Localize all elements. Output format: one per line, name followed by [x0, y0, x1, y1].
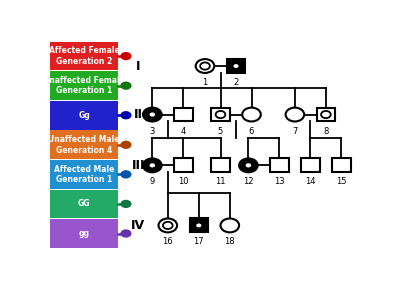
Text: 14: 14	[305, 177, 316, 186]
FancyBboxPatch shape	[270, 158, 289, 172]
Text: Gg: Gg	[78, 111, 90, 120]
Text: II: II	[134, 108, 143, 121]
Circle shape	[242, 108, 261, 122]
Text: 13: 13	[274, 177, 285, 186]
Circle shape	[120, 170, 132, 178]
Text: 17: 17	[194, 237, 204, 246]
Text: 9: 9	[150, 177, 155, 186]
FancyBboxPatch shape	[211, 158, 230, 172]
Text: 15: 15	[336, 177, 347, 186]
Circle shape	[246, 163, 251, 167]
FancyBboxPatch shape	[227, 59, 245, 73]
Circle shape	[216, 111, 225, 118]
FancyBboxPatch shape	[317, 108, 335, 122]
Circle shape	[150, 163, 155, 167]
Text: 1: 1	[202, 78, 208, 87]
Text: IV: IV	[131, 219, 146, 232]
Circle shape	[143, 108, 162, 122]
Text: GG: GG	[78, 200, 90, 208]
Circle shape	[120, 141, 132, 149]
Text: Affected Male
Generation 1: Affected Male Generation 1	[54, 165, 114, 184]
Circle shape	[163, 222, 173, 229]
Text: 12: 12	[243, 177, 254, 186]
FancyBboxPatch shape	[50, 190, 118, 218]
FancyBboxPatch shape	[50, 71, 118, 100]
Text: 18: 18	[224, 237, 235, 246]
Text: 16: 16	[162, 237, 173, 246]
FancyBboxPatch shape	[50, 42, 118, 70]
Text: I: I	[136, 59, 141, 73]
FancyBboxPatch shape	[50, 130, 118, 159]
Circle shape	[120, 111, 132, 119]
Text: 10: 10	[178, 177, 188, 186]
Text: 4: 4	[181, 127, 186, 136]
FancyBboxPatch shape	[211, 108, 230, 122]
Text: Unaffected Female
Generation 1: Unaffected Female Generation 1	[43, 76, 125, 95]
Circle shape	[158, 218, 177, 233]
Text: 3: 3	[150, 127, 155, 136]
Text: 2: 2	[233, 78, 239, 87]
Text: 7: 7	[292, 127, 298, 136]
FancyBboxPatch shape	[301, 158, 320, 172]
FancyBboxPatch shape	[174, 108, 193, 122]
Circle shape	[233, 64, 239, 68]
Circle shape	[120, 52, 132, 60]
FancyBboxPatch shape	[174, 158, 193, 172]
FancyBboxPatch shape	[50, 160, 118, 189]
Circle shape	[196, 224, 202, 227]
Circle shape	[143, 158, 162, 172]
Circle shape	[150, 112, 155, 117]
Circle shape	[239, 158, 258, 172]
Text: 6: 6	[249, 127, 254, 136]
Circle shape	[120, 200, 132, 208]
Text: Affected Female
Generation 2: Affected Female Generation 2	[49, 46, 120, 66]
FancyBboxPatch shape	[190, 218, 208, 232]
Text: 8: 8	[323, 127, 328, 136]
Circle shape	[196, 59, 214, 73]
FancyBboxPatch shape	[332, 158, 351, 172]
Circle shape	[220, 218, 239, 233]
Text: gg: gg	[78, 229, 90, 238]
Text: 11: 11	[215, 177, 226, 186]
Circle shape	[120, 82, 132, 90]
Text: Unaffected Male
Generation 4: Unaffected Male Generation 4	[48, 135, 120, 154]
Circle shape	[286, 108, 304, 122]
FancyBboxPatch shape	[50, 101, 118, 130]
Circle shape	[120, 229, 132, 238]
Text: 5: 5	[218, 127, 223, 136]
Text: III: III	[132, 159, 145, 172]
Circle shape	[200, 62, 210, 70]
FancyBboxPatch shape	[50, 219, 118, 248]
Circle shape	[321, 111, 331, 118]
